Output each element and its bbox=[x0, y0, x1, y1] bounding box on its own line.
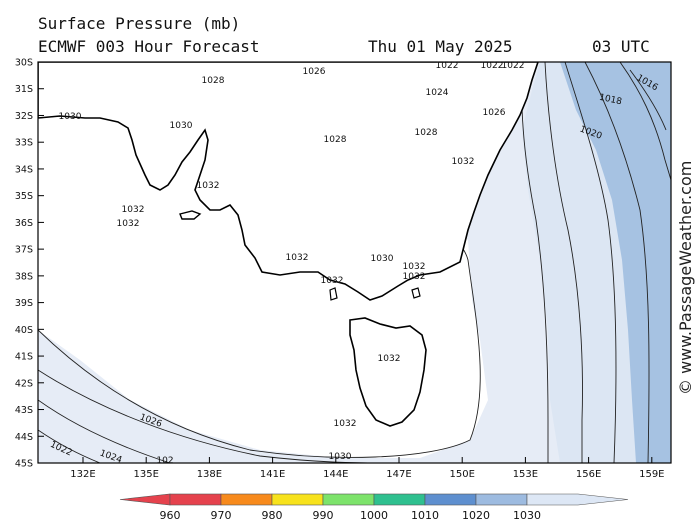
lon-label: 132E bbox=[70, 469, 95, 480]
lat-label: 38S bbox=[15, 271, 33, 282]
color-scale-segment bbox=[424, 493, 477, 506]
color-scale-label: 970 bbox=[211, 509, 232, 522]
lat-label: 36S bbox=[15, 218, 33, 229]
lat-label: 41S bbox=[15, 352, 33, 363]
isobar-label: 1032 bbox=[286, 253, 309, 263]
color-scale-low-arrow bbox=[119, 493, 171, 506]
forecast-date: Thu 01 May 2025 bbox=[368, 37, 513, 56]
lon-label: 144E bbox=[323, 469, 348, 480]
isobar-label: 1032 bbox=[334, 419, 357, 429]
map-frame bbox=[37, 61, 672, 464]
isobar-label: 1028 bbox=[415, 128, 438, 138]
map-area bbox=[38, 62, 671, 463]
lat-label: 40S bbox=[15, 325, 33, 336]
isobar-label: 1018 bbox=[598, 93, 623, 108]
isobar-label: 1032 bbox=[403, 262, 426, 272]
isobar-label: 1026 bbox=[483, 108, 506, 118]
lat-label: 33S bbox=[15, 138, 33, 149]
isobar-label: 1030 bbox=[170, 121, 193, 131]
lat-label: 37S bbox=[15, 245, 33, 256]
isobar-label: 1026 bbox=[303, 67, 326, 77]
lat-label: 35S bbox=[15, 191, 33, 202]
lat-label: 31S bbox=[15, 84, 33, 95]
color-scale-label: 1000 bbox=[360, 509, 388, 522]
color-scale-label: 1010 bbox=[411, 509, 439, 522]
color-scale-label: 990 bbox=[313, 509, 334, 522]
isobar-label: 1024 bbox=[426, 88, 449, 98]
australia-coastline bbox=[38, 62, 539, 301]
lon-label: 156E bbox=[576, 469, 601, 480]
lat-label: 42S bbox=[15, 378, 33, 389]
lon-label: 138E bbox=[197, 469, 222, 480]
kangaroo-island bbox=[179, 210, 202, 220]
isobar-label: 1022 bbox=[436, 61, 459, 71]
color-scale-segment bbox=[169, 493, 222, 506]
color-scale-label: 1030 bbox=[513, 509, 541, 522]
lat-label: 30S bbox=[15, 58, 33, 69]
color-scale-segment bbox=[220, 493, 273, 506]
lat-label: 32S bbox=[15, 111, 33, 122]
lat-label: 44S bbox=[15, 432, 33, 443]
color-scale-segment bbox=[271, 493, 324, 506]
isobar-label: 1030 bbox=[371, 254, 394, 264]
color-scale-label: 1020 bbox=[462, 509, 490, 522]
lat-label: 45S bbox=[15, 459, 33, 470]
lon-label: 147E bbox=[386, 469, 411, 480]
color-scale-segment bbox=[373, 493, 426, 506]
forecast-time: 03 UTC bbox=[592, 37, 650, 56]
isobar-label: 1032 bbox=[452, 157, 475, 167]
lon-label: 159E bbox=[639, 469, 664, 480]
color-scale-label: 960 bbox=[160, 509, 181, 522]
color-scale-segment bbox=[475, 493, 528, 506]
isobar-label: 1030 bbox=[329, 452, 352, 462]
isobar-label: 1022 bbox=[502, 61, 525, 71]
isobar-label: 1032 bbox=[122, 205, 145, 215]
forecast-subtitle: ECMWF 003 Hour Forecast bbox=[38, 37, 260, 56]
lat-label: 34S bbox=[15, 164, 33, 175]
lon-label: 150E bbox=[449, 469, 474, 480]
lon-label: 153E bbox=[513, 469, 538, 480]
isobar-label: 1032 bbox=[403, 272, 426, 282]
color-scale-segment bbox=[322, 493, 375, 506]
isobar-label: 1030 bbox=[59, 112, 82, 122]
isobar-label: 1032 bbox=[378, 354, 401, 364]
bass-strait-islands bbox=[329, 287, 421, 301]
map-title: Surface Pressure (mb) bbox=[38, 14, 241, 33]
isobar-label: 1022 bbox=[481, 61, 504, 71]
isobar-label: 1032 bbox=[197, 181, 220, 191]
isobar-label: 102 bbox=[156, 456, 173, 466]
isobar-label: 1032 bbox=[117, 219, 140, 229]
pressure-field-low bbox=[560, 62, 671, 463]
lon-label: 141E bbox=[260, 469, 285, 480]
isobar-label: 1028 bbox=[324, 135, 347, 145]
isobar-label: 1032 bbox=[321, 276, 344, 286]
isobar-label: 1028 bbox=[202, 76, 225, 86]
color-scale-label: 980 bbox=[262, 509, 283, 522]
pressure-color-scale: 960 970 980 990 1000 1010 1020 1030 bbox=[119, 493, 629, 522]
latitude-axis: 30S 31S 32S 33S 34S 35S 36S 37S 38S 39S 40S 41S 42S 4… bbox=[15, 58, 44, 470]
longitude-axis: 132E 135E 138E 141E 144E 147E 150E 153E 156E 159E bbox=[70, 457, 665, 480]
lat-label: 43S bbox=[15, 405, 33, 416]
lat-label: 39S bbox=[15, 298, 33, 309]
tasmania-coastline bbox=[349, 317, 427, 427]
lon-label: 135E bbox=[133, 469, 158, 480]
color-scale-high-arrow bbox=[526, 493, 629, 506]
